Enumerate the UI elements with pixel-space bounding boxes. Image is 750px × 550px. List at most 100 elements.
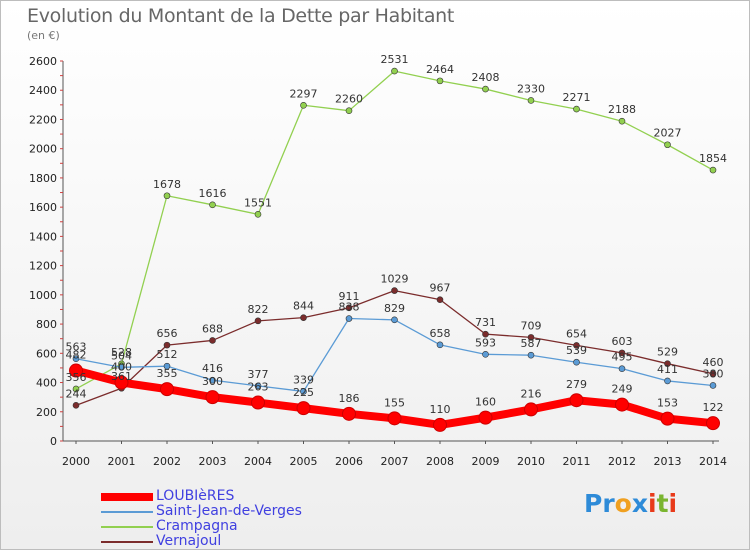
data-point [342, 406, 356, 421]
data-label: 216 [521, 387, 542, 400]
data-label: 2464 [426, 63, 454, 76]
data-point [345, 304, 353, 312]
data-point [527, 351, 535, 359]
data-label: 1616 [199, 187, 227, 200]
y-tick-label: 400 [36, 377, 57, 390]
data-point [160, 382, 174, 397]
data-point [478, 410, 493, 425]
data-label: 2271 [563, 91, 591, 104]
data-point [209, 376, 216, 384]
data-label: 244 [66, 387, 87, 400]
data-label: 460 [703, 356, 724, 369]
data-point [664, 377, 671, 385]
y-tick-label: 600 [36, 347, 57, 360]
data-label: 495 [612, 351, 633, 364]
data-label: 153 [657, 397, 678, 410]
data-point [709, 382, 717, 389]
data-label: 249 [612, 383, 633, 396]
data-point [709, 166, 717, 174]
legend-swatch [101, 511, 153, 513]
data-label: 911 [339, 290, 360, 303]
data-label: 279 [566, 378, 587, 391]
data-label: 400 [111, 361, 132, 374]
data-label: 587 [521, 337, 542, 350]
x-tick-label: 2011 [563, 455, 591, 468]
data-point [254, 211, 262, 218]
data-label: 529 [657, 346, 678, 359]
legend-swatch [101, 526, 153, 528]
data-point [300, 314, 307, 321]
data-label: 2531 [381, 53, 409, 66]
y-tick-label: 1200 [29, 260, 57, 273]
logo-letter: t [656, 489, 669, 518]
x-tick-label: 2005 [290, 455, 318, 468]
data-point [345, 107, 353, 114]
data-label: 829 [384, 302, 405, 315]
data-point [72, 402, 80, 409]
data-label: 512 [157, 348, 178, 361]
data-label: 300 [202, 375, 223, 388]
legend-label: LOUBIèRES [156, 488, 235, 504]
data-label: 2260 [335, 93, 363, 106]
data-point [433, 417, 447, 432]
y-tick-label: 1000 [29, 289, 57, 302]
data-label: 528 [111, 346, 132, 359]
data-point [163, 192, 171, 200]
data-point [573, 342, 580, 349]
x-tick-label: 2009 [472, 455, 500, 468]
y-tick-label: 800 [36, 318, 57, 331]
data-point [618, 349, 626, 357]
data-label: 709 [521, 319, 542, 332]
data-label: 160 [475, 396, 496, 409]
data-point [524, 402, 538, 417]
proxiti-logo: Proxiti [584, 489, 677, 518]
data-label: 155 [384, 396, 405, 409]
data-label: 1678 [153, 178, 181, 191]
data-label: 656 [157, 327, 178, 340]
y-tick-label: 200 [36, 406, 57, 419]
x-tick-label: 2002 [153, 455, 181, 468]
data-point [482, 85, 489, 93]
x-tick-label: 2000 [62, 455, 90, 468]
data-point [436, 77, 444, 85]
data-label: 1029 [381, 273, 409, 286]
data-point [436, 341, 444, 349]
y-tick-label: 1600 [29, 201, 57, 214]
data-label: 838 [339, 301, 360, 314]
y-tick-label: 0 [50, 435, 57, 448]
logo-letter: r [602, 489, 615, 518]
data-point [391, 67, 398, 75]
data-label: 658 [430, 327, 451, 340]
data-label: 482 [66, 349, 87, 362]
data-label: 1854 [699, 152, 727, 165]
data-point [209, 201, 216, 209]
chart-title: Evolution du Montant de la Dette par Hab… [27, 5, 455, 27]
y-tick-label: 2400 [29, 84, 57, 97]
data-point [482, 351, 489, 358]
x-tick-label: 2001 [108, 455, 136, 468]
y-tick-label: 1800 [29, 172, 57, 185]
data-label: 416 [202, 362, 223, 375]
data-label: 263 [248, 381, 269, 394]
data-label: 1551 [244, 196, 272, 209]
data-point [664, 141, 671, 149]
data-point [709, 370, 717, 378]
x-tick-label: 2004 [244, 455, 272, 468]
data-point [527, 97, 535, 104]
x-tick-label: 2013 [654, 455, 682, 468]
data-label: 654 [566, 327, 587, 340]
data-point [391, 316, 398, 324]
data-point [114, 375, 129, 390]
y-tick-label: 1400 [29, 230, 57, 243]
data-point [69, 363, 83, 378]
data-point [618, 117, 626, 125]
data-point [254, 382, 262, 390]
data-point [615, 397, 629, 412]
data-label: 844 [293, 300, 314, 313]
data-label: 356 [66, 371, 87, 384]
data-point [163, 341, 171, 349]
data-point [664, 360, 671, 367]
x-tick-label: 2012 [608, 455, 636, 468]
